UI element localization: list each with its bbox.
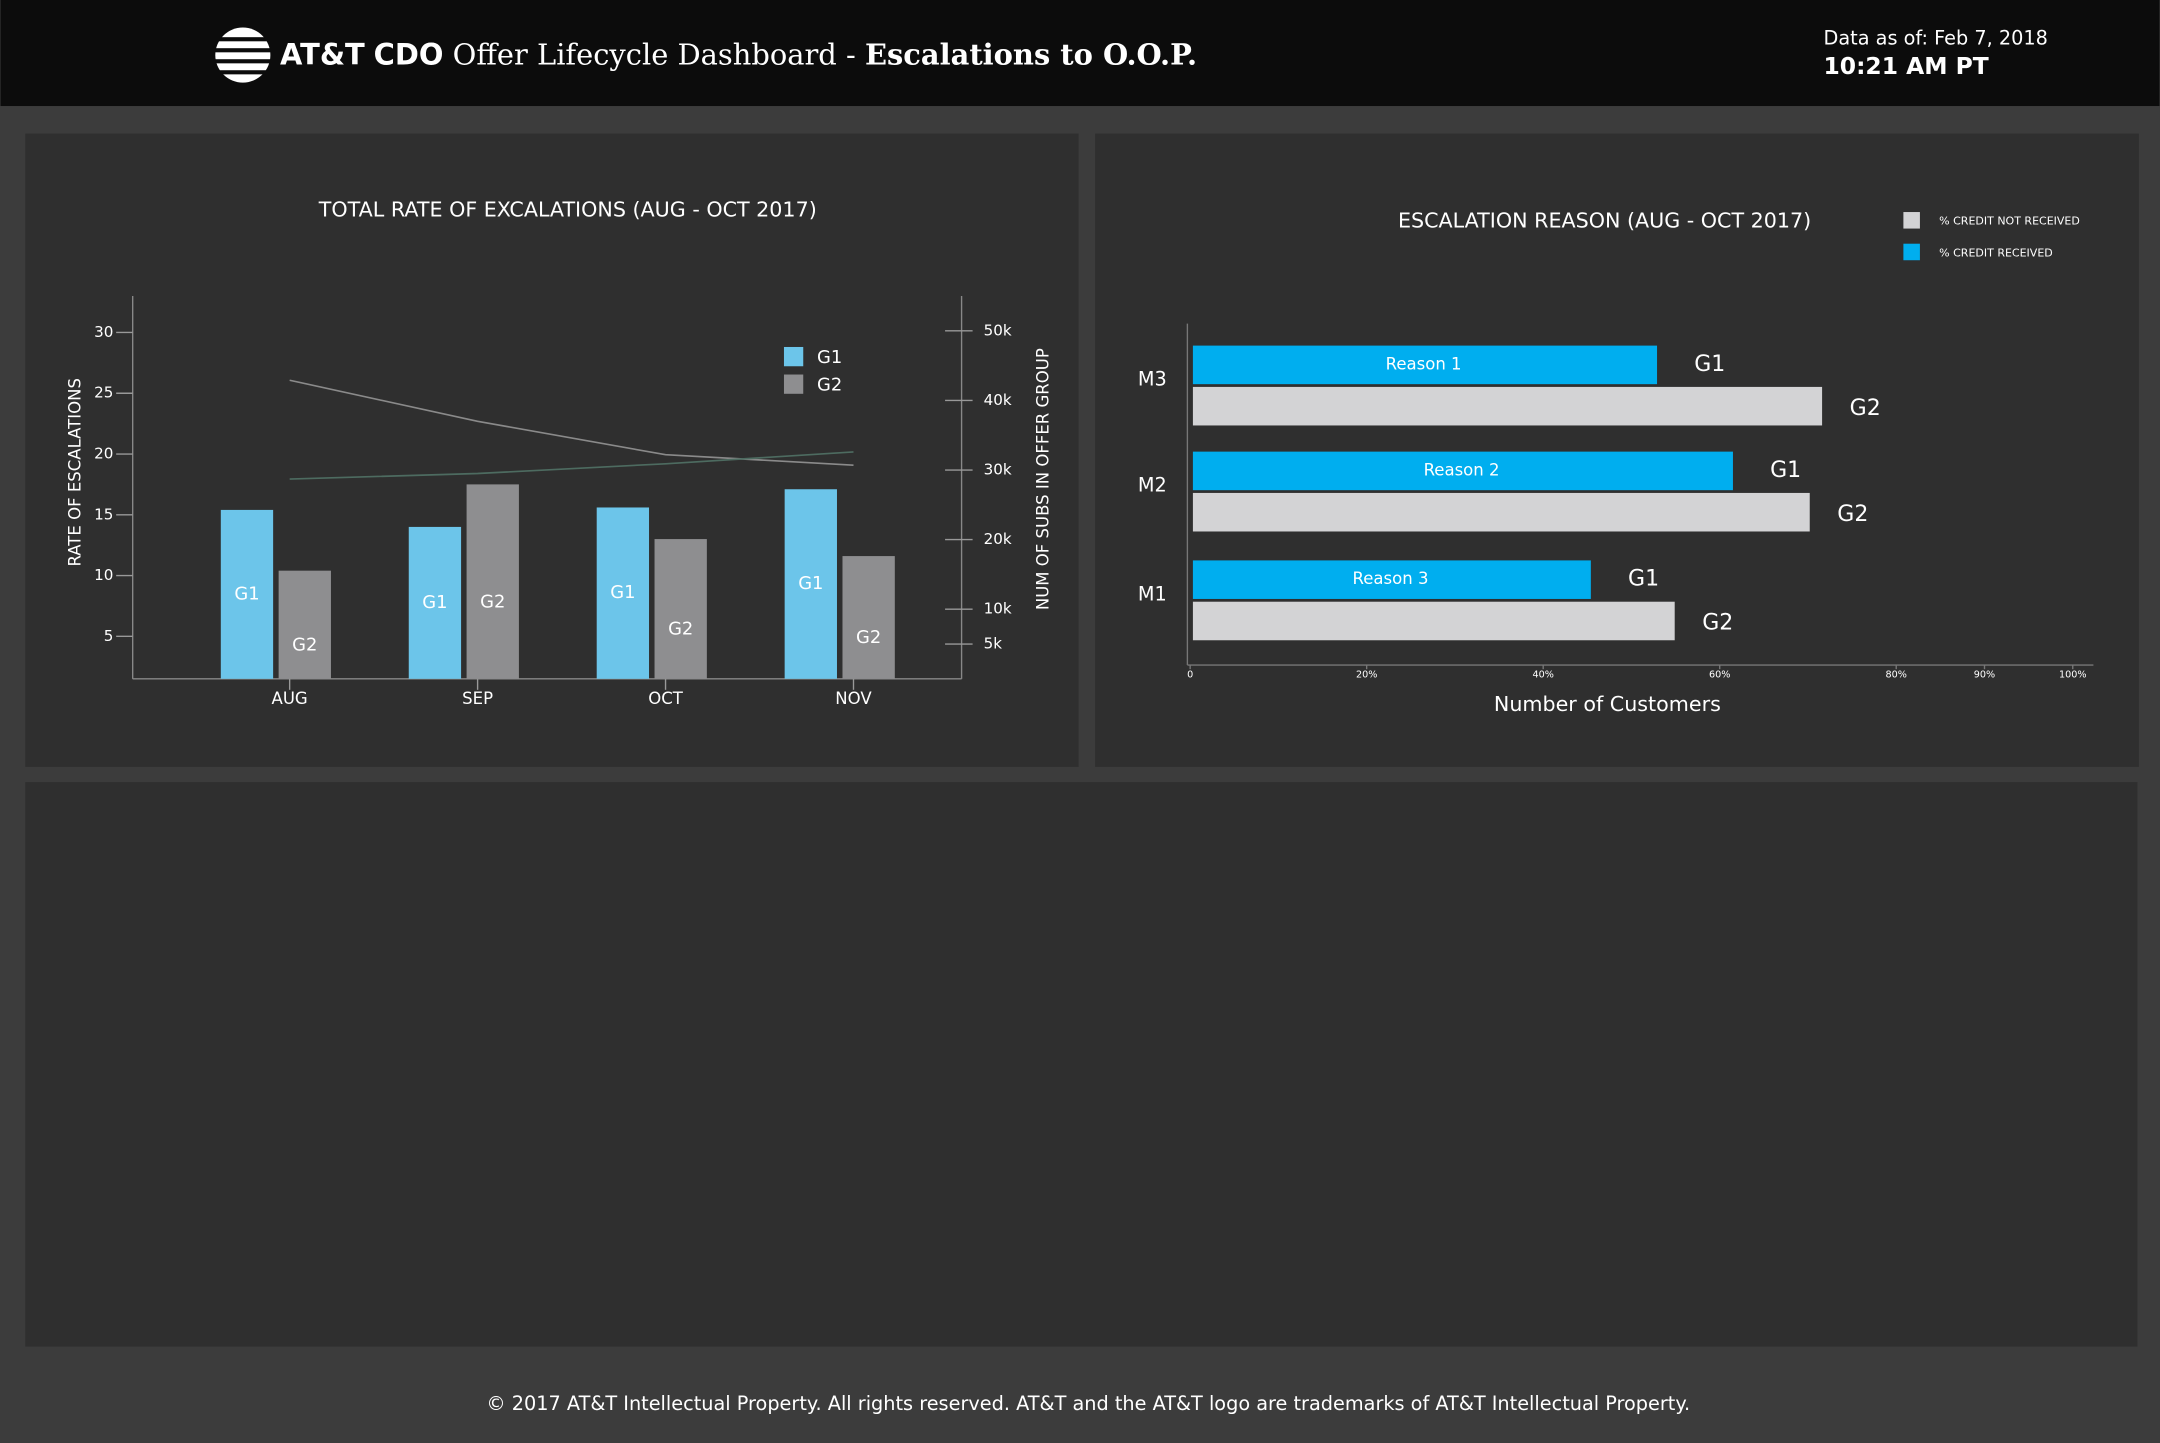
- legend-label: G1: [817, 347, 842, 368]
- bar: [466, 484, 519, 679]
- data-as-of-label: Data as of:: [1824, 26, 1928, 49]
- logo-text: AT&T: [280, 37, 365, 71]
- x-tick-label: AUG: [272, 689, 308, 708]
- group-label: G2: [1702, 611, 1733, 636]
- legend-label: % CREDIT NOT RECEIVED: [1939, 215, 2080, 228]
- title-prefix: CDO: [374, 37, 444, 71]
- y-tick-label: 5: [104, 627, 114, 645]
- chart-title: ESCALATION REASON (AUG - OCT 2017): [1398, 209, 1811, 233]
- bar-label: G1: [422, 592, 447, 613]
- x-tick-label: 40%: [1532, 670, 1553, 681]
- x-tick-label: SEP: [462, 689, 493, 708]
- legend-swatch: [1903, 212, 1920, 229]
- x-axis-label: Number of Customers: [1494, 692, 1721, 716]
- x-tick-label: 60%: [1709, 670, 1730, 681]
- bar-label: G1: [798, 573, 823, 594]
- data-as-of-date: Feb 7, 2018: [1934, 26, 2048, 49]
- title-bold: Escalations to O.O.P.: [865, 37, 1197, 71]
- bar-label: Reason 2: [1424, 460, 1500, 479]
- bar: [784, 489, 837, 679]
- x-tick-label: 100%: [2059, 670, 2087, 681]
- legend-swatch: [783, 374, 804, 394]
- bar-label: G1: [234, 583, 259, 604]
- y-axis-label: RATE OF ESCALATIONS: [66, 378, 85, 566]
- y-tick-label: M3: [1138, 368, 1167, 391]
- bar: [1192, 601, 1675, 641]
- header-bar: [0, 0, 2160, 107]
- legend-label: G2: [817, 375, 842, 396]
- bar: [596, 507, 650, 679]
- bar-label: G1: [610, 582, 635, 603]
- x-tick-label: 90%: [1974, 670, 1995, 681]
- x-tick-label: 80%: [1886, 670, 1907, 681]
- footer: © 2017 AT&T Intellectual Property. All r…: [486, 1392, 1690, 1415]
- bar: [842, 556, 895, 679]
- y2-tick-label: 10k: [984, 600, 1012, 618]
- bar-label: Reason 3: [1353, 569, 1429, 588]
- y-tick-label: M1: [1138, 582, 1167, 605]
- bar: [1192, 345, 1658, 385]
- bar: [278, 570, 331, 679]
- y2-tick-label: 20k: [984, 530, 1012, 548]
- x-tick-label: NOV: [835, 689, 872, 708]
- y-tick-label: M2: [1138, 474, 1167, 497]
- panel: [25, 782, 2138, 1347]
- group-label: G1: [1694, 352, 1725, 377]
- x-tick-label: 20%: [1356, 670, 1377, 681]
- bar-label: G2: [856, 627, 881, 648]
- group-label: G2: [1837, 502, 1868, 527]
- bar: [1192, 386, 1823, 426]
- bar: [654, 539, 707, 679]
- bar: [1192, 492, 1810, 532]
- y2-tick-label: 50k: [984, 321, 1012, 339]
- logo-globe: [212, 27, 274, 83]
- bar-label: G2: [292, 634, 317, 655]
- y-tick-label: 10: [94, 566, 113, 584]
- y-tick-label: 15: [94, 505, 113, 523]
- data-as-of-time: 10:21 AM PT: [1824, 52, 1989, 80]
- group-label: G1: [1628, 567, 1659, 592]
- trend-line: [289, 379, 854, 466]
- bar-label: G2: [668, 619, 693, 640]
- trend-line: [289, 451, 854, 480]
- chart-title: TOTAL RATE OF EXCALATIONS (AUG - OCT 201…: [318, 198, 817, 222]
- group-label: G2: [1850, 396, 1881, 421]
- bar: [220, 509, 274, 679]
- data-as-of: Data as of: Feb 7, 2018: [1824, 26, 2048, 49]
- y-tick-label: 20: [94, 445, 113, 463]
- y-tick-label: 25: [94, 384, 113, 402]
- legend-label: % CREDIT RECEIVED: [1939, 246, 2053, 259]
- bar: [408, 526, 462, 679]
- y2-tick-label: 40k: [984, 391, 1012, 409]
- bar-label: Reason 1: [1386, 354, 1462, 373]
- y2-tick-label: 30k: [984, 461, 1012, 479]
- group-label: G1: [1770, 458, 1801, 483]
- legend-swatch: [1903, 243, 1920, 261]
- panel: [25, 133, 1079, 767]
- bar-label: G2: [480, 591, 505, 612]
- x-tick-label: OCT: [648, 689, 684, 708]
- page-title: CDO Offer Lifecycle Dashboard - Escalati…: [374, 37, 1197, 71]
- panel: [1095, 133, 2139, 767]
- y-tick-label: 30: [94, 323, 113, 341]
- legend-swatch: [783, 346, 804, 367]
- y2-tick-label: 5k: [984, 635, 1003, 653]
- y2-axis-label: NUM OF SUBS IN OFFER GROUP: [1034, 348, 1053, 610]
- bar: [1192, 560, 1591, 599]
- x-tick-label: 0: [1187, 670, 1193, 681]
- title-main: Offer Lifecycle Dashboard -: [453, 37, 856, 71]
- bar: [1192, 451, 1733, 491]
